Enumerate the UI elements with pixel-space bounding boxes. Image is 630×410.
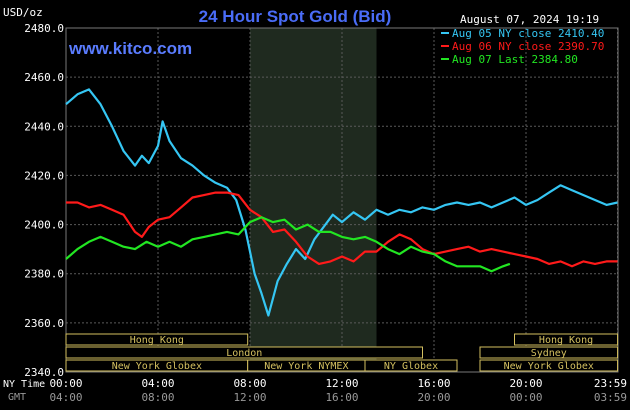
session-label: Hong Kong <box>130 335 184 346</box>
y-tick-label: 2340.0 <box>24 366 64 379</box>
session-label: New York Globex <box>112 361 202 372</box>
y-tick-label: 2400.0 <box>24 219 64 232</box>
y-tick-label: 2380.0 <box>24 268 64 281</box>
series-line-3 <box>65 216 511 273</box>
x-tick-label-ny: 00:00 <box>49 377 82 390</box>
x-tick-label-gmt: 20:00 <box>417 391 450 404</box>
session-label: Hong Kong <box>539 335 593 346</box>
x-tick-label-ny: 12:00 <box>325 377 358 390</box>
x-axis-label-ny: NY Time <box>3 379 45 390</box>
x-tick-label-ny: 08:00 <box>233 377 266 390</box>
chart-title: 24 Hour Spot Gold (Bid) <box>199 7 392 26</box>
x-tick-label-ny: 23:59 <box>594 377 627 390</box>
x-tick-label-gmt: 16:00 <box>325 391 358 404</box>
y-tick-label: 2480.0 <box>24 22 64 35</box>
y-axis-label: USD/oz <box>3 6 43 19</box>
timestamp: August 07, 2024 19:19 <box>460 13 599 26</box>
x-tick-label-ny: 20:00 <box>509 377 542 390</box>
source-watermark: www.kitco.com <box>68 39 192 58</box>
plot-frame <box>65 27 619 373</box>
session-rect <box>479 359 619 372</box>
session-box: Hong Kong <box>65 333 249 346</box>
session-label: London <box>226 348 262 359</box>
session-box: New York Globex <box>479 359 619 372</box>
y-tick-label: 2420.0 <box>24 169 64 182</box>
session-box: New York Globex <box>65 359 249 372</box>
session-label: NY Globex <box>384 361 438 372</box>
legend-entry: Aug 05 NY close 2410.40 <box>452 27 604 40</box>
series-line-2 <box>66 191 618 268</box>
legend-entry: Aug 06 NY close 2390.70 <box>452 40 604 53</box>
session-label: New York Globex <box>504 361 594 372</box>
night-session-band <box>250 28 377 372</box>
x-axis-label-gmt: GMT <box>8 392 26 403</box>
legend-entry: Aug 07 Last 2384.80 <box>452 53 578 66</box>
y-tick-label: 2440.0 <box>24 120 64 133</box>
market-sessions: Hong Kong London New York Globex New York N… <box>65 333 619 372</box>
grid-lines <box>65 27 619 373</box>
session-label: Sydney <box>531 348 567 359</box>
session-rect <box>479 346 619 359</box>
x-tick-label-gmt: 08:00 <box>141 391 174 404</box>
x-tick-label-gmt: 00:00 <box>509 391 542 404</box>
session-box: New York NYMEX <box>247 359 366 372</box>
y-tick-label: 2360.0 <box>24 317 64 330</box>
session-label: New York NYMEX <box>264 361 348 372</box>
x-tick-label-gmt: 12:00 <box>233 391 266 404</box>
series-line-1 <box>65 88 618 317</box>
x-axis-ticks: 00:0004:0004:0008:0008:0012:0012:0016:00… <box>49 377 627 404</box>
session-rect <box>364 359 458 372</box>
x-tick-label-ny: 04:00 <box>141 377 174 390</box>
x-tick-label-gmt: 04:00 <box>49 391 82 404</box>
session-rect <box>65 333 249 346</box>
session-box: NY Globex <box>364 359 458 372</box>
y-axis-ticks: 2480.0 2460.0 2440.0 2420.0 2400.0 2380.0 2360… <box>24 22 64 379</box>
session-box: Sydney <box>479 346 619 359</box>
y-tick-label: 2460.0 <box>24 71 64 84</box>
x-tick-label-ny: 16:00 <box>417 377 450 390</box>
session-rect <box>514 333 619 346</box>
price-series <box>65 88 618 317</box>
session-box: London <box>65 346 423 359</box>
session-box: Hong Kong <box>514 333 619 346</box>
x-tick-label-gmt: 03:59 <box>594 391 627 404</box>
session-rect <box>65 346 423 359</box>
